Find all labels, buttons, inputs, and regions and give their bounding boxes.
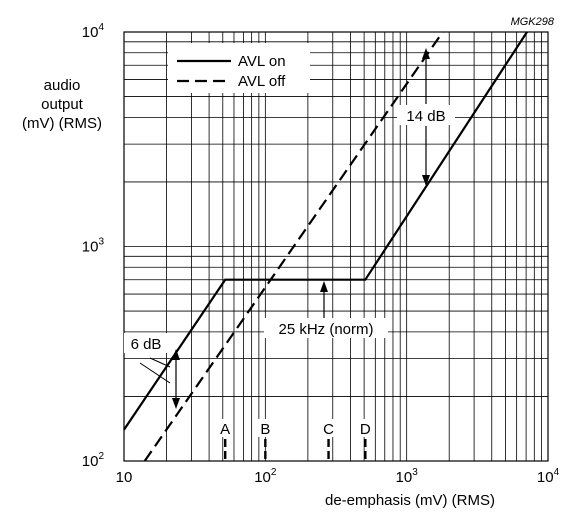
chart-annotations: 14 dB 25 kHz (norm) 6 dB [124,48,455,409]
x-axis-label: de-emphasis (mV) (RMS) [325,492,495,509]
y-axis-label-line-1: audio [43,77,81,94]
x-tick-label: 104 [537,467,560,486]
marker-label-bg [357,419,374,437]
y-axis-label: audio output (mV) (RMS) [0,76,124,133]
x-tick-label: 103 [396,467,419,486]
x-tick-label: 10 [116,469,133,486]
y-tick-label: 103 [82,237,105,256]
marker-label-d: D [360,421,371,438]
y-tick-label: 104 [82,22,105,41]
legend-label-avl-on: AVL on [238,53,286,70]
chart-grid [123,31,549,462]
marker-label-c: C [323,421,334,438]
y-tick-label: 102 [82,451,105,470]
annotation-bg [264,318,388,338]
legend-label-avl-off: AVL off [238,73,286,90]
arrow-head [172,349,180,360]
marker-label-bg [320,419,337,437]
chart-tick-labels: 10 102 103 104 102 103 104 [82,22,560,486]
annotation-25khz: 25 kHz (norm) [278,321,373,338]
y-axis-label-line-2: output [41,96,83,113]
annotation-bg [124,333,169,353]
chart-legend: AVL on AVL off [168,43,310,93]
plot-frame [123,31,549,462]
y-axis-label-line-3: (mV) (RMS) [22,115,102,132]
annotation-bg [397,105,455,125]
marker-label-bg [257,419,274,437]
arrow-head [320,281,328,292]
arrow-head [422,48,430,59]
marker-label-a: A [220,421,230,438]
chart-markers: A B C D [217,419,374,461]
annotation-14db: 14 dB [406,108,445,125]
annotation-6db: 6 dB [131,336,162,353]
leader-line-6db [139,362,171,384]
arrow-head [422,175,430,186]
leader-line-6db [149,357,171,368]
figure-id: MGK298 [511,16,555,28]
x-tick-label: 102 [254,467,277,486]
marker-label-b: B [260,421,270,438]
series-line-avl-off [143,31,444,462]
arrow-head [172,398,180,409]
marker-label-bg [217,419,234,437]
legend-box [168,43,310,93]
